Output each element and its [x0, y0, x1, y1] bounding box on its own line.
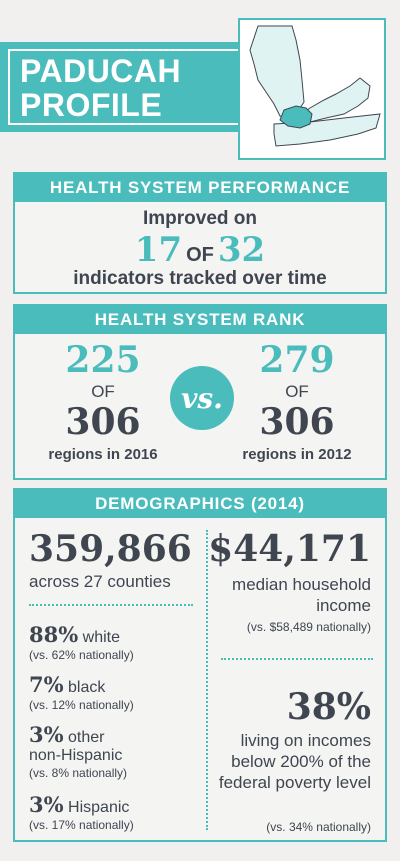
demo-white-note: (vs. 62% nationally)	[29, 648, 134, 662]
rank-panel: HEALTH SYSTEM RANK 225 OF 306 regions in…	[13, 304, 387, 480]
demo-black-note: (vs. 12% nationally)	[29, 698, 134, 712]
demo-black: 7% black (vs. 12% nationally)	[29, 672, 134, 712]
poverty-note: (vs. 34% nationally)	[266, 820, 371, 834]
demo-other-pct: 3%	[29, 722, 64, 747]
right-divider	[221, 658, 373, 660]
performance-caption: indicators tracked over time	[73, 268, 327, 289]
population-caption: across 27 counties	[29, 572, 171, 591]
rank-2016: 225 OF 306 regions in 2016	[33, 340, 173, 463]
demo-black-label: black	[68, 679, 106, 696]
demo-other-note: (vs. 8% nationally)	[29, 766, 128, 780]
poverty-value: 38%	[286, 686, 371, 728]
demo-other: 3% other non-Hispanic (vs. 8% nationally…	[29, 722, 127, 780]
demo-white-pct: 88%	[29, 622, 79, 647]
income-caption: median household income	[232, 575, 371, 615]
demo-hispanic: 3% Hispanic (vs. 17% nationally)	[29, 792, 134, 832]
poverty-caption: living on incomes below 200% of the fede…	[218, 731, 371, 792]
demo-white-label: white	[82, 629, 120, 646]
column-divider	[206, 530, 208, 830]
total-count: 32	[217, 230, 266, 270]
performance-of: OF	[186, 244, 214, 266]
region-map-graphic	[249, 25, 381, 147]
rank-2012-total: 306	[259, 401, 335, 443]
rank-2012: 279 OF 306 regions in 2012	[227, 340, 367, 463]
income-note: (vs. $58,489 nationally)	[246, 620, 371, 634]
title-line-2: PROFILE	[20, 87, 163, 123]
rank-2016-of: OF	[91, 382, 115, 401]
region-map	[238, 18, 386, 160]
rank-2016-total: 306	[65, 401, 141, 443]
demo-black-pct: 7%	[29, 672, 64, 697]
left-divider	[29, 604, 193, 606]
demo-other-label: other	[68, 729, 105, 746]
rank-heading: HEALTH SYSTEM RANK	[15, 306, 385, 334]
income-value: $44,171	[208, 528, 371, 570]
demo-other-label-2: non-Hispanic	[29, 747, 123, 764]
demo-hispanic-pct: 3%	[29, 792, 64, 817]
population-value: 359,866	[29, 528, 192, 570]
rank-2012-caption: regions in 2012	[242, 446, 352, 463]
demo-white: 88% white (vs. 62% nationally)	[29, 622, 134, 662]
rank-2012-value: 279	[259, 339, 335, 381]
vs-badge: vs.	[170, 366, 234, 430]
demographics-heading: DEMOGRAPHICS (2014)	[15, 490, 385, 518]
demo-hispanic-note: (vs. 17% nationally)	[29, 818, 134, 832]
performance-score: 17 OF 32	[15, 230, 385, 270]
demo-hispanic-label: Hispanic	[68, 799, 130, 816]
performance-panel: HEALTH SYSTEM PERFORMANCE Improved on 17…	[13, 172, 387, 294]
title-banner	[0, 42, 248, 132]
rank-2016-value: 225	[65, 339, 141, 381]
page-title: PADUCAH PROFILE	[20, 54, 181, 122]
rank-2016-caption: regions in 2016	[48, 446, 158, 463]
rank-2012-of: OF	[285, 382, 309, 401]
demographics-panel: DEMOGRAPHICS (2014) 359,866 across 27 co…	[13, 488, 387, 842]
title-line-1: PADUCAH	[20, 53, 182, 89]
improved-count: 17	[134, 230, 183, 270]
performance-intro: Improved on	[142, 208, 257, 229]
performance-heading: HEALTH SYSTEM PERFORMANCE	[15, 174, 385, 202]
